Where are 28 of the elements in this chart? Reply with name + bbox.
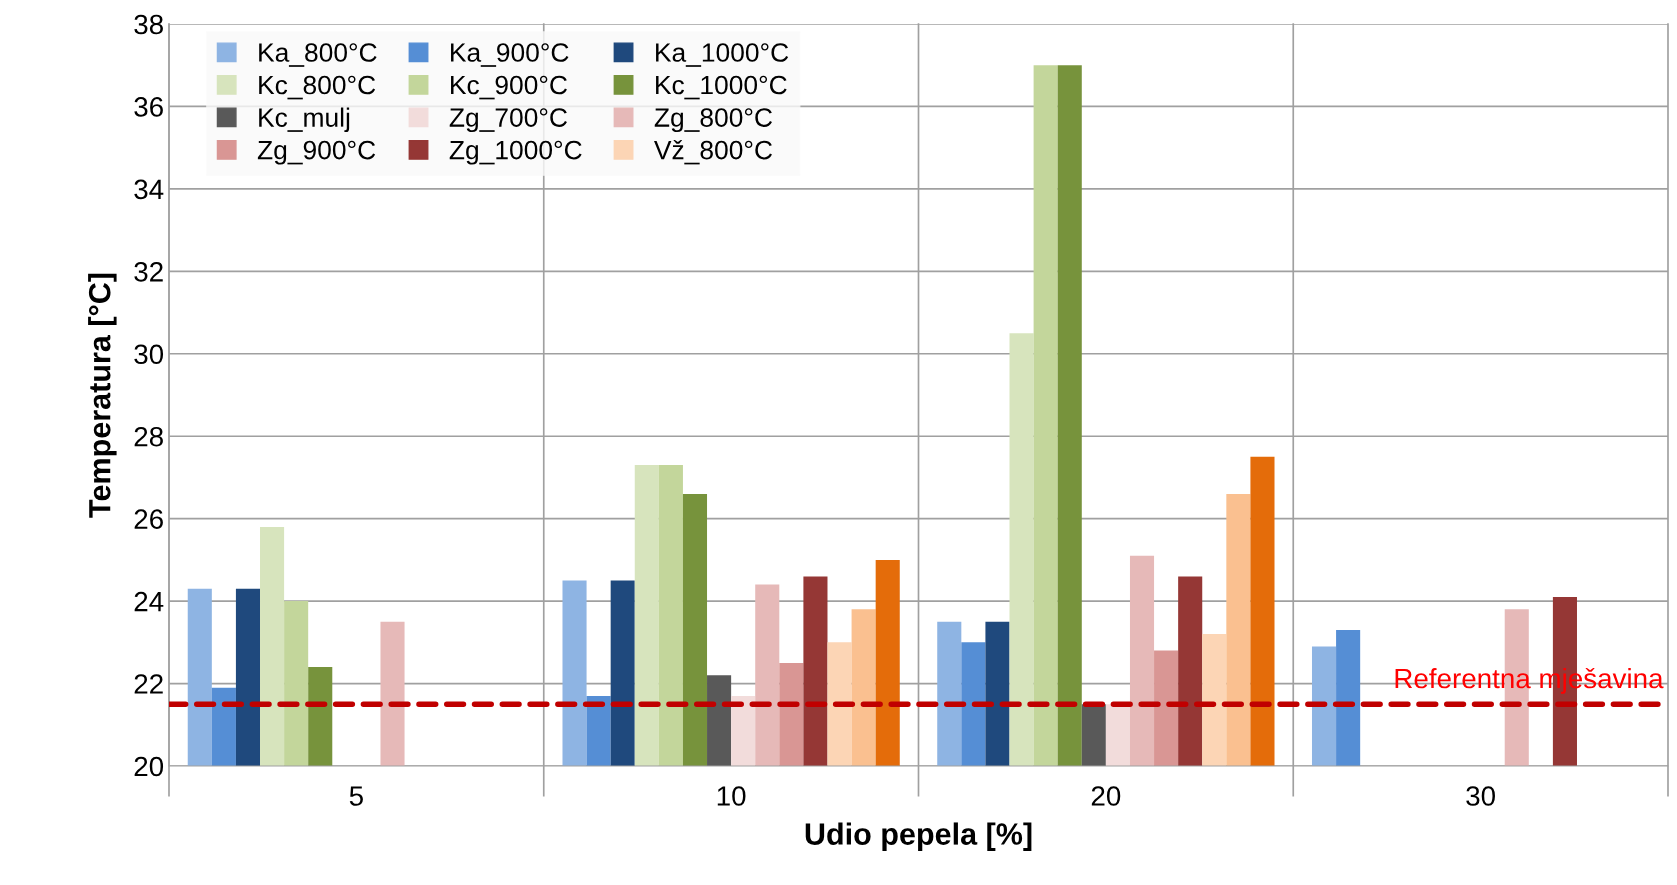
legend-label: Kc_mulj <box>259 107 350 133</box>
x-tick-label: 20 <box>1091 786 1121 806</box>
legend-label: Kc_900°C <box>451 75 567 100</box>
x-tick-label: 10 <box>717 786 746 806</box>
legend-label: Kc_800°C <box>259 75 376 100</box>
x-tick-label: 5 <box>349 786 363 806</box>
y-tick-label: 24 <box>134 591 164 612</box>
y-tick-label: 36 <box>134 97 163 117</box>
y-tick-label: 32 <box>134 262 163 282</box>
legend-label: Zg_900°C <box>257 140 376 165</box>
y-tick-label: 22 <box>134 674 163 694</box>
legend-label: Vž_800°C <box>654 139 772 165</box>
y-tick-label: 20 <box>134 756 164 777</box>
y-tick-label: 30 <box>134 344 164 365</box>
x-axis-title: Udio pepela [%] <box>805 822 1032 851</box>
y-tick-label: 26 <box>134 509 163 530</box>
legend-label: Ka_800°C <box>259 43 377 67</box>
legend-label: Ka_1000°C <box>656 43 789 67</box>
y-tick-label: 38 <box>134 14 163 35</box>
legend-label: Kc_1000°C <box>656 75 787 100</box>
legend-label: Zg_700°C <box>449 108 567 133</box>
y-axis-title: Temperatura [°C] <box>88 273 117 518</box>
legend-label: Zg_800°C <box>654 108 772 133</box>
legend-label: Ka_900°C <box>451 43 569 67</box>
y-tick-label: 34 <box>134 179 164 200</box>
x-tick-label: 30 <box>1466 786 1495 806</box>
y-tick-label: 28 <box>134 426 163 447</box>
legend-label: Zg_1000°C <box>449 140 582 165</box>
